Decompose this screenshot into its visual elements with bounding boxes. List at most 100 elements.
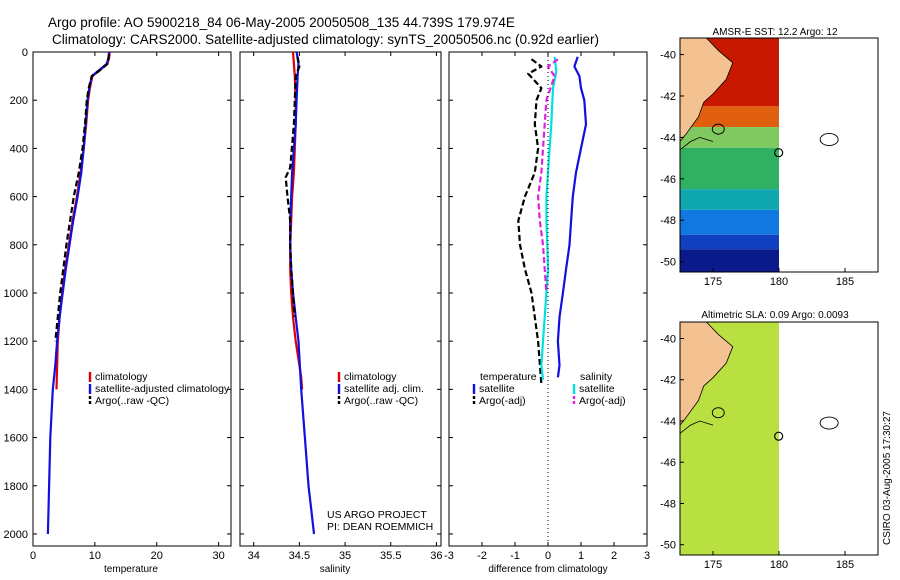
x-tick-label: 0 — [545, 550, 551, 562]
map-x-tick-label: 185 — [836, 559, 854, 571]
map-x-tick-label: 180 — [770, 559, 788, 571]
x-tick-label: 34 — [248, 550, 260, 562]
plot-frame — [239, 51, 442, 547]
legend-label: Argo(-adj) — [579, 395, 626, 407]
sla-map-panel: 175 180 185 -40 -42 -44 -46 -48 -50 — [660, 321, 879, 571]
map-y-tick-label: -50 — [660, 257, 676, 269]
figure-title-line-2: Climatology: CARS2000. Satellite-adjuste… — [52, 32, 599, 47]
map-y-tick-label: -46 — [660, 174, 676, 186]
map-y-tick-label: -46 — [660, 457, 676, 469]
temperature-panel: 0 10 20 30 0 200 400 600 800 1000 1200 1400 1600 1800… — [4, 47, 232, 562]
plot-frame — [32, 51, 232, 547]
map-y-tick-label: -42 — [660, 375, 676, 387]
legend-label: climatology — [344, 371, 397, 383]
x-tick-label: -3 — [444, 550, 454, 562]
map-y-tick-label: -40 — [660, 50, 676, 62]
field-band — [680, 234, 779, 250]
series-line-temperature-argo-adj- — [517, 58, 543, 385]
series-line-salinity-argo-adj- — [536, 58, 559, 294]
y-tick-label: 1800 — [4, 481, 28, 493]
map-y-tick-label: -42 — [660, 91, 676, 103]
legend-label: Argo(..raw -QC) — [344, 395, 418, 407]
series-line-argo-raw-qc- — [54, 54, 111, 342]
x-tick-label: 34.5 — [289, 550, 310, 562]
legend-label: satellite-adjusted climatology — [95, 383, 230, 395]
sst-map-title: AMSR-E SST: 12.2 Argo: 12 — [712, 27, 837, 38]
x-tick-label: 2 — [611, 550, 617, 562]
map-y-tick-label: -44 — [660, 416, 676, 428]
x-tick-label: 10 — [89, 550, 101, 562]
y-tick-label: 200 — [10, 95, 28, 107]
field-band — [680, 106, 779, 128]
series-line-argo-raw-qc- — [284, 56, 301, 318]
map-x-tick-label: 180 — [770, 276, 788, 288]
land-mass — [679, 37, 734, 143]
field-band — [680, 209, 779, 235]
sla-map-title: Altimetric SLA: 0.09 Argo: 0.0093 — [701, 310, 849, 321]
y-tick-label: 800 — [10, 240, 28, 252]
field-band — [680, 127, 779, 148]
series-line-temperature-satellite — [556, 56, 588, 378]
x-tick-label: -2 — [477, 550, 487, 562]
legend-label: satellite — [479, 383, 515, 395]
field-band — [680, 249, 779, 272]
x-tick-label: 30 — [213, 550, 225, 562]
legend-label: satellite adj. clim. — [344, 383, 424, 395]
land-mass — [679, 321, 734, 427]
sst-map-panel: 175 180 185 -40 -42 -44 -46 -48 -50 — [660, 37, 879, 288]
series-line-satellite-adjusted-climatology — [46, 51, 111, 535]
credit-line-2: PI: DEAN ROEMMICH — [327, 521, 433, 533]
legend-label: Argo(-adj) — [479, 395, 526, 407]
y-tick-label: 1600 — [4, 433, 28, 445]
x-tick-label: 35 — [339, 550, 351, 562]
y-tick-label: 1400 — [4, 384, 28, 396]
legend-column-title: salinity — [580, 371, 613, 383]
x-tick-label: 3 — [644, 550, 650, 562]
chatham-island — [819, 416, 839, 430]
y-tick-label: 400 — [10, 143, 28, 155]
x-tick-label: -1 — [510, 550, 520, 562]
legend-label: Argo(..raw -QC) — [95, 395, 169, 407]
map-y-tick-label: -48 — [660, 215, 676, 227]
figure-title-line-1: Argo profile: AO 5900218_84 06-May-2005 … — [48, 15, 515, 30]
legend-label: climatology — [95, 371, 148, 383]
argo-float-marker — [774, 148, 784, 158]
y-tick-label: 1000 — [4, 288, 28, 300]
island-outline — [711, 407, 725, 419]
x-tick-label: 1 — [578, 550, 584, 562]
field-band — [680, 189, 779, 210]
map-y-tick-label: -48 — [660, 498, 676, 510]
series-line-salinity-satellite — [540, 56, 558, 380]
x-tick-label: 20 — [151, 550, 163, 562]
side-timestamp: CSIRO 03-Aug-2005 17:30:27 — [882, 411, 893, 545]
difference-axis-label: difference from climatology — [488, 564, 607, 575]
map-x-tick-label: 175 — [704, 559, 722, 571]
plot-frame — [448, 51, 648, 547]
series-line-climatology — [55, 51, 111, 390]
island-outline — [711, 123, 725, 135]
legend-column-title: temperature — [480, 371, 537, 383]
x-tick-label: 35.5 — [380, 550, 401, 562]
y-tick-label: 600 — [10, 192, 28, 204]
chatham-island — [819, 133, 839, 146]
legend-label: satellite — [579, 383, 615, 395]
y-tick-label: 0 — [22, 47, 28, 59]
argo-float-marker — [774, 431, 784, 441]
difference-panel: -3 -2 -1 0 1 2 3temperaturesatelliteArgo(-adj)… — [444, 51, 650, 562]
x-tick-label: 0 — [30, 550, 36, 562]
temperature-axis-label: temperature — [104, 564, 158, 575]
coast-contour — [679, 420, 714, 434]
y-tick-label: 2000 — [4, 529, 28, 541]
field-band — [680, 147, 779, 190]
coast-contour — [679, 136, 714, 151]
map-y-tick-label: -50 — [660, 540, 676, 552]
map-x-tick-label: 175 — [704, 276, 722, 288]
y-tick-label: 1200 — [4, 336, 28, 348]
credit-line-1: US ARGO PROJECT — [327, 509, 427, 521]
salinity-axis-label: salinity — [320, 564, 351, 575]
x-tick-label: 36 — [430, 550, 442, 562]
map-y-tick-label: -44 — [660, 132, 676, 144]
map-y-tick-label: -40 — [660, 333, 676, 345]
